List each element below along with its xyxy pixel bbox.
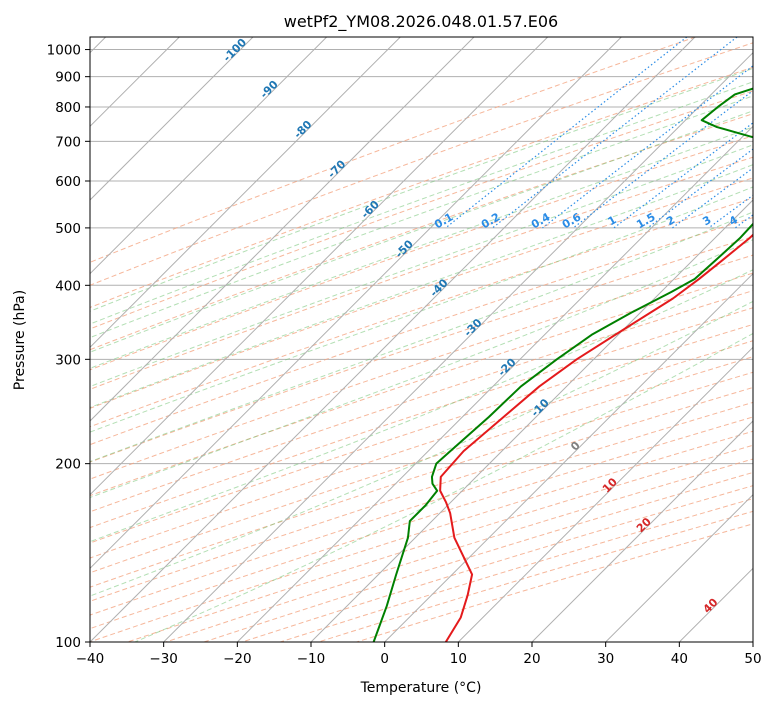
- dry-adiabat-line: [356, 523, 753, 642]
- x-tick-label: −10: [297, 651, 326, 667]
- background-lines: [90, 37, 753, 642]
- x-axis: −40 −30 −20 −10 0 10 20 30 40 50: [76, 642, 762, 667]
- dry-adiabat-line: [90, 254, 753, 480]
- dry-adiabat-line: [90, 156, 753, 390]
- moist-adiabat-line: [90, 211, 753, 463]
- y-tick-label: 1000: [47, 43, 81, 59]
- isotherm-line: [90, 37, 401, 349]
- isotherm-line: [457, 346, 753, 642]
- dry-adiabat-line: [90, 177, 753, 409]
- x-tick-label: −40: [76, 651, 105, 667]
- isotherm-label: -100: [221, 36, 250, 65]
- dry-adiabat-line: [90, 323, 753, 544]
- y-tick-label: 900: [55, 70, 81, 86]
- isotherm-label: -90: [258, 78, 281, 101]
- y-tick-label: 800: [55, 100, 81, 116]
- profile-lines: [372, 87, 753, 642]
- x-tick-label: 0: [380, 651, 389, 667]
- isotherm-line: [605, 493, 753, 642]
- isotherm-line: [90, 37, 549, 496]
- x-tick-label: −20: [223, 651, 252, 667]
- isotherm-line: [90, 37, 622, 570]
- y-tick-label: 100: [55, 635, 81, 651]
- mixing-ratio-line: [492, 37, 738, 229]
- isotherm-line: [752, 641, 753, 642]
- isotherm-label: 40: [701, 596, 721, 616]
- isotherm-line: [90, 37, 696, 642]
- chart-title: wetPf2_YM08.2026.048.01.57.E06: [284, 12, 558, 32]
- dry-adiabat-line: [90, 272, 753, 497]
- dry-adiabat-line: [90, 42, 753, 286]
- x-tick-label: 50: [744, 651, 761, 667]
- isotherm-line: [310, 199, 753, 642]
- x-axis-title: Temperature (°C): [360, 680, 482, 696]
- dry-adiabat-line: [90, 401, 753, 616]
- isotherm-line: [678, 567, 753, 642]
- isotherm-line: [531, 420, 753, 642]
- isotherm-label: -70: [325, 157, 348, 180]
- dry-adiabat-line: [280, 498, 753, 642]
- y-tick-label: 400: [55, 278, 81, 294]
- dry-adiabat-line: [90, 290, 753, 513]
- dry-adiabat-line: [90, 66, 753, 309]
- dry-adiabat-line: [203, 471, 753, 642]
- y-axis: 100 200 300 400 500 600 700 800 900 1000: [47, 43, 90, 651]
- y-tick-label: 700: [55, 134, 81, 150]
- moist-adiabat-line: [90, 269, 753, 543]
- isotherm-line: [384, 272, 753, 642]
- isotherm-line: [90, 37, 254, 201]
- moist-adiabat-line: [90, 67, 753, 312]
- dry-adiabat-line: [90, 386, 753, 602]
- moist-adiabat-line: [90, 186, 753, 433]
- isotherm-line: [90, 37, 328, 275]
- dewpoint-line: [372, 87, 753, 642]
- y-tick-label: 500: [55, 221, 81, 237]
- mixing-ratio-label: 2: [664, 213, 677, 228]
- isotherm-line: [236, 125, 753, 642]
- dry-adiabat-line: [90, 340, 753, 559]
- dry-adiabat-line: [90, 113, 753, 351]
- moist-adiabat-line: [90, 300, 753, 597]
- x-tick-label: 30: [597, 651, 614, 667]
- mixing-ratio-line: [734, 214, 753, 229]
- mixing-ratio-label: 4: [727, 213, 740, 228]
- dry-adiabat-line: [90, 307, 753, 529]
- dry-adiabat-line: [90, 356, 753, 574]
- mixing-ratio-line: [542, 65, 753, 229]
- mixing-ratio-line: [708, 194, 753, 229]
- plot-frame: [89, 36, 754, 643]
- temperature-line: [439, 233, 753, 642]
- dry-adiabat-line: [241, 485, 753, 642]
- moist-adiabat-line: [90, 81, 753, 325]
- x-tick-label: −30: [149, 651, 178, 667]
- mixing-ratio-line: [572, 89, 753, 229]
- isotherm-line: [163, 51, 753, 642]
- isotherm-label: -30: [461, 316, 484, 339]
- isotherm-label: -10: [529, 396, 552, 419]
- dry-adiabat-line: [90, 371, 753, 588]
- x-tick-label: 20: [523, 651, 540, 667]
- y-tick-label: 300: [55, 352, 81, 368]
- y-tick-label: 200: [55, 457, 81, 473]
- isotherm-label: -80: [291, 118, 314, 141]
- x-tick-label: 10: [450, 651, 467, 667]
- mixing-ratio-line: [672, 167, 753, 229]
- moist-adiabat-line: [90, 239, 753, 499]
- dry-adiabat-line: [318, 510, 753, 642]
- isotherm-line: [90, 37, 475, 422]
- x-tick-label: 40: [671, 651, 688, 667]
- y-axis-title: Pressure (hPa): [12, 290, 28, 390]
- y-tick-label: 600: [55, 174, 81, 190]
- dry-adiabat-line: [90, 416, 753, 630]
- mixing-ratio-label: 6: [766, 213, 775, 228]
- mixing-ratio-line: [613, 122, 753, 229]
- moist-adiabat-line: [90, 164, 753, 409]
- dry-adiabat-line: [90, 37, 696, 263]
- isotherm-label: 20: [634, 515, 654, 535]
- isotherm-label: 10: [600, 475, 620, 495]
